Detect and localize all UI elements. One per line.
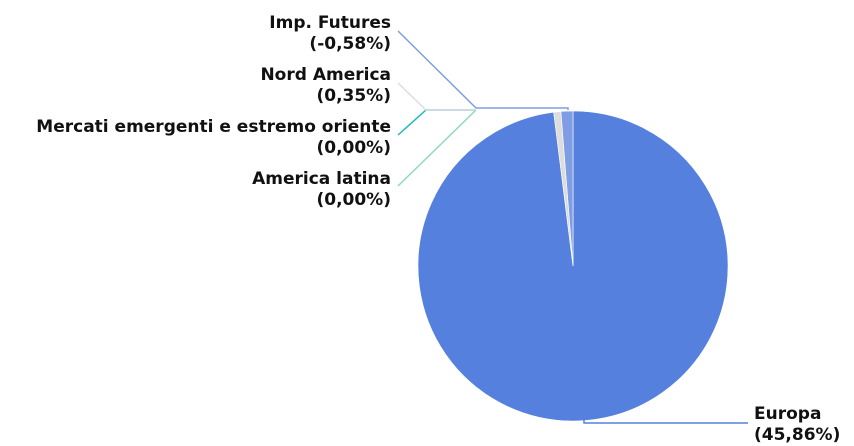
leader-line-nord-america [397,82,476,111]
leader-line-mercati-emergenti [397,109,476,136]
label-value-europa: (45,86%) [754,425,840,445]
label-name-nord-america: Nord America [260,65,391,85]
label-name-america-latina: America latina [252,169,391,189]
label-name-imp-futures: Imp. Futures [269,13,391,33]
leader-line-europa [583,420,748,424]
pie-slice-imp-futures [560,110,574,267]
label-name-mercati-emergenti: Mercati emergenti e estremo oriente [36,117,391,137]
label-name-europa: Europa [754,404,821,424]
slice-labels: Imp. Futures (-0,58%) Nord America (0,35… [36,13,840,445]
label-value-nord-america: (0,35%) [316,86,391,106]
label-value-imp-futures: (-0,58%) [309,34,391,54]
leader-lines [397,30,748,424]
label-value-mercati-emergenti: (0,00%) [316,138,391,158]
leader-line-imp-futures [397,30,569,110]
label-value-america-latina: (0,00%) [316,190,391,210]
leader-line-america-latina [397,109,477,187]
pie-slices [417,110,729,422]
